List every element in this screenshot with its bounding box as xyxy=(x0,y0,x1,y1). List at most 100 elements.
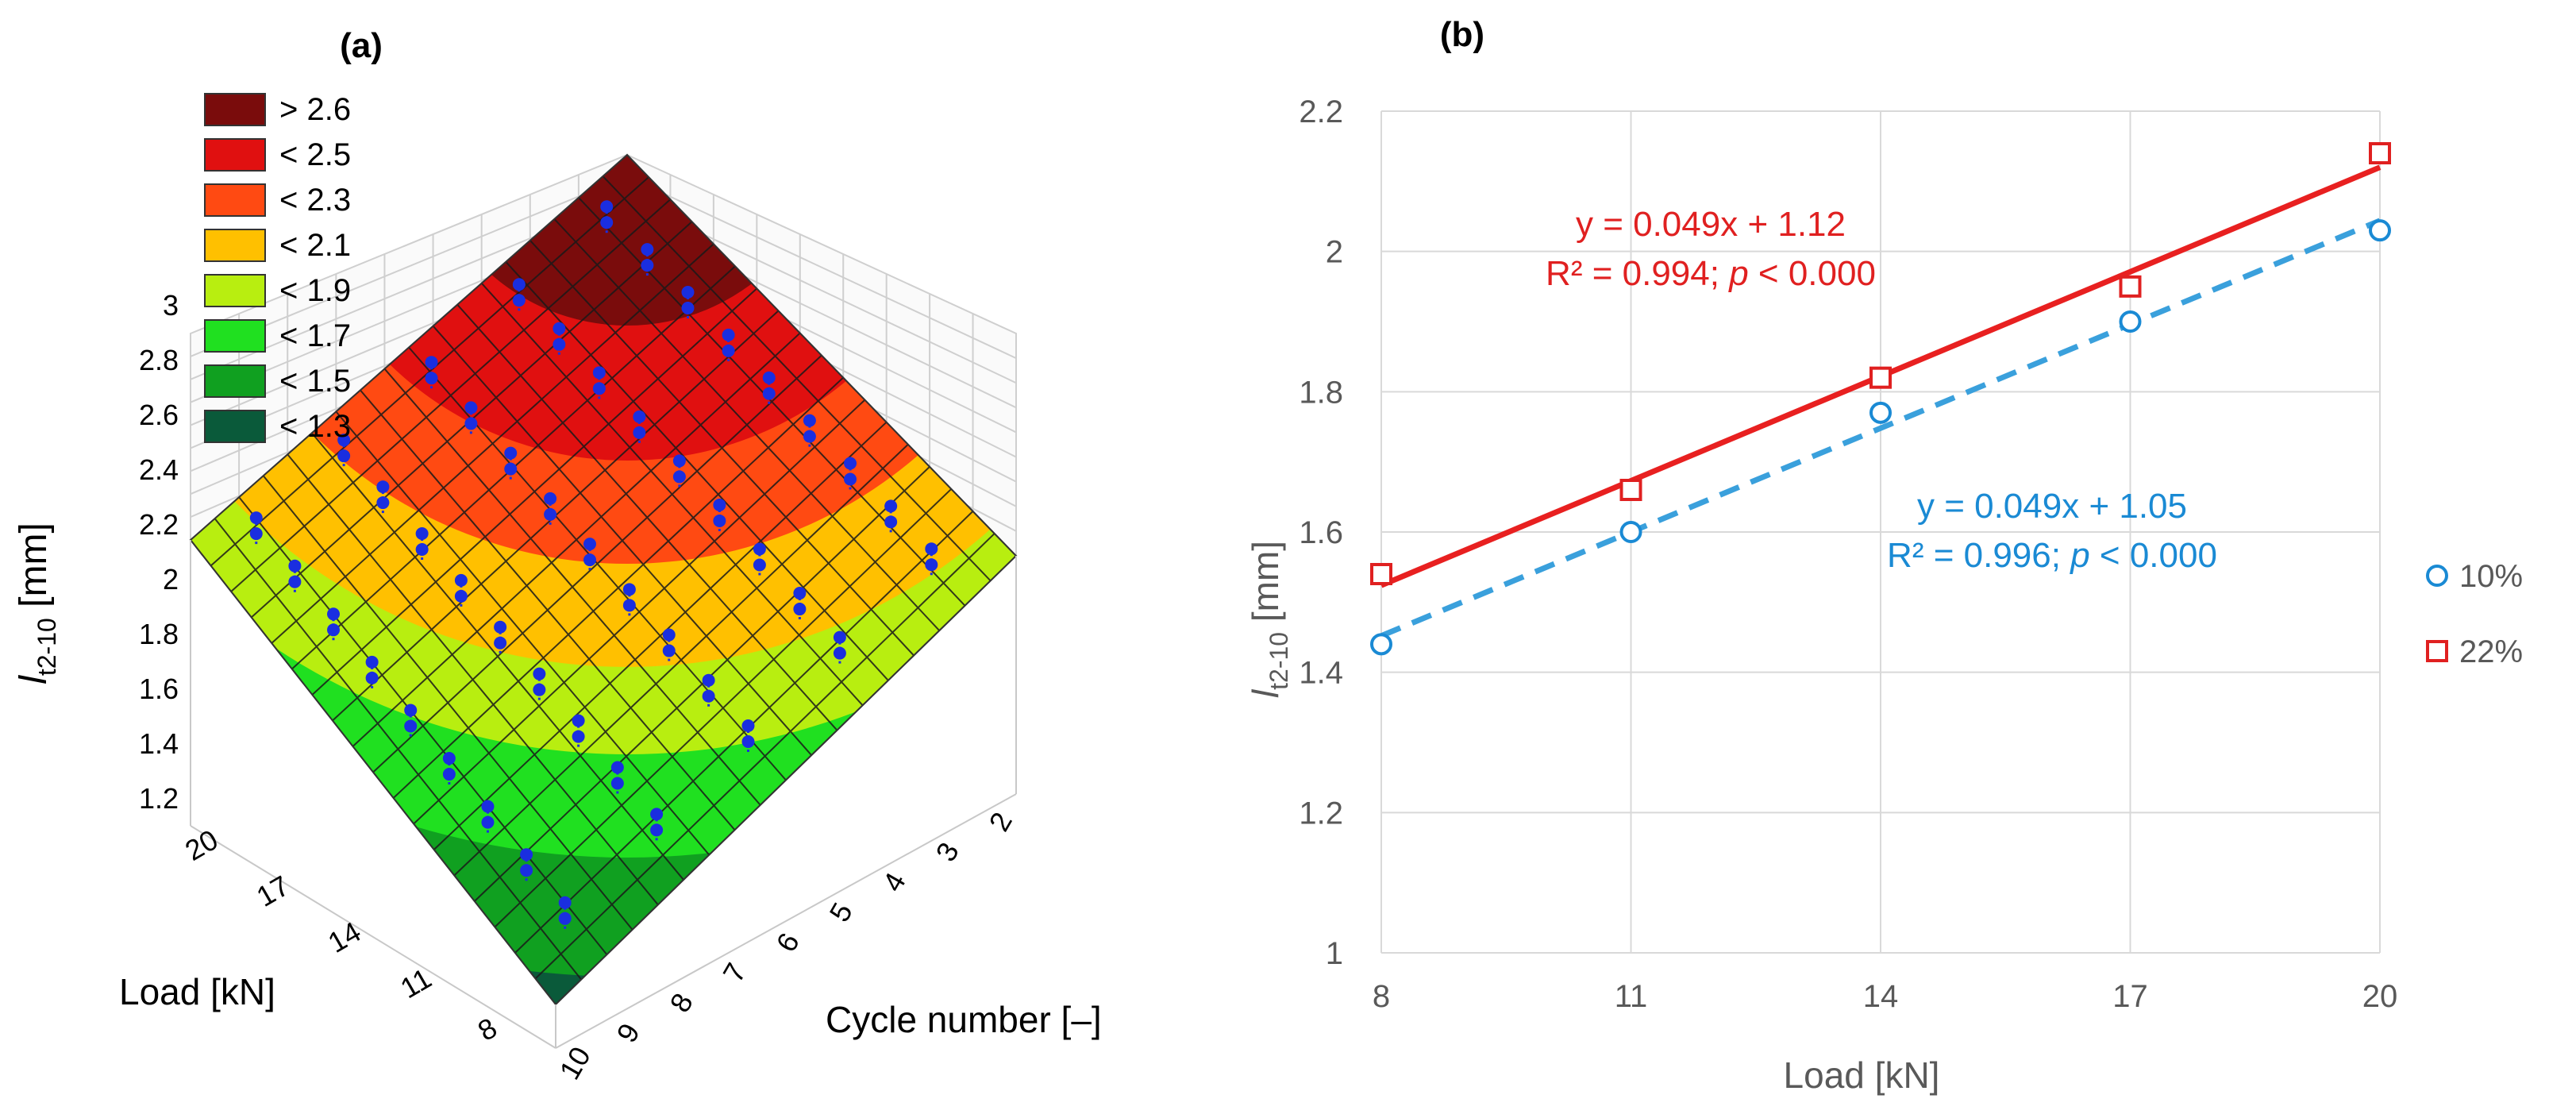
surface-point xyxy=(925,542,938,556)
legend-label: > 2.6 xyxy=(279,92,351,127)
cycle-tick-label: 2 xyxy=(982,807,1018,837)
surface-point xyxy=(662,628,676,642)
surface-point xyxy=(672,470,686,484)
surface-point xyxy=(713,498,726,511)
load-tick-label: 11 xyxy=(395,962,437,1004)
surface-point xyxy=(249,511,263,525)
surface-point xyxy=(741,719,755,732)
surface-point xyxy=(404,704,418,717)
cycle-tick-label: 4 xyxy=(876,867,912,897)
z-tick-label: 1.8 xyxy=(139,618,179,650)
z-tick-label: 2 xyxy=(163,563,179,596)
cycle-tick-label: 8 xyxy=(663,988,699,1018)
surface-point xyxy=(376,496,390,510)
surface-point xyxy=(464,401,478,414)
load-tick-label: 14 xyxy=(322,915,366,959)
surface-point xyxy=(583,553,596,567)
chart-grid xyxy=(1380,110,2381,954)
surface-point xyxy=(722,328,735,341)
y-tick-label: 1.6 xyxy=(1299,515,1343,550)
surface-point xyxy=(681,302,695,315)
surface-point xyxy=(442,752,456,765)
surface-point xyxy=(442,768,456,781)
load-tick-label: 17 xyxy=(251,869,295,913)
equation-22pct: y = 0.049x + 1.12 xyxy=(1576,205,1846,244)
surface-point xyxy=(803,414,816,427)
legend-label: < 1.3 xyxy=(279,409,351,444)
surface-point xyxy=(633,426,646,439)
surface-point xyxy=(681,286,695,299)
z-tick-label: 2.8 xyxy=(139,344,179,376)
surface-point xyxy=(415,542,429,556)
z-tick-label: 2.4 xyxy=(139,453,179,486)
surface-point xyxy=(592,366,606,380)
legend-label: < 1.9 xyxy=(279,273,351,308)
surface-point xyxy=(544,507,557,521)
surface-point xyxy=(803,430,816,443)
z-axis-ticks: 3 2.8 2.6 2.4 2.2 2 1.8 1.6 1.4 1.2 xyxy=(139,289,179,815)
r-squared-22pct: R² = 0.994; p < 0.000 xyxy=(1546,254,1876,293)
surface-point xyxy=(572,730,585,743)
legend-label: 10% xyxy=(2459,559,2523,594)
cycle-tick-label: 3 xyxy=(929,837,965,867)
load-axis-label: Load [kN] xyxy=(119,971,275,1012)
legend-label: < 2.1 xyxy=(279,228,351,263)
point-22pct xyxy=(1619,479,1642,501)
x-tick-label: 20 xyxy=(2362,979,2398,1014)
surface-point xyxy=(641,243,654,256)
surface-point xyxy=(376,480,390,494)
load-tick-label: 20 xyxy=(179,823,223,867)
surface-point xyxy=(533,683,546,696)
legend-swatch xyxy=(204,319,266,353)
surface-point xyxy=(925,558,938,572)
x-tick-label: 14 xyxy=(1863,979,1899,1014)
y-tick-label: 2 xyxy=(1326,235,1343,270)
surface-point xyxy=(793,603,807,616)
x-tick-label: 17 xyxy=(2112,979,2148,1014)
surface-point xyxy=(884,499,898,513)
legend-swatch xyxy=(204,229,266,262)
point-22pct xyxy=(2369,142,2391,164)
surface-point xyxy=(337,434,351,447)
surface-point xyxy=(844,457,857,470)
surface-point xyxy=(553,322,566,335)
surface-point xyxy=(494,636,507,650)
surface-point xyxy=(520,848,533,862)
surface-data-points xyxy=(249,200,938,930)
surface-point xyxy=(650,808,664,821)
surface-point xyxy=(641,259,654,272)
cycle-tick-label: 6 xyxy=(769,927,806,958)
legend-label: < 2.3 xyxy=(279,183,351,218)
point-10pct xyxy=(2119,310,2142,333)
x-axis-label: Load [kN] xyxy=(1784,1054,1940,1096)
surface-point xyxy=(722,344,735,357)
surface-point xyxy=(288,575,302,588)
x-axis-ticks: 8 11 14 17 20 xyxy=(1373,979,2397,1014)
legend-marker xyxy=(2426,640,2448,662)
legend-label: < 1.7 xyxy=(279,318,351,353)
panel-a: (a) > 2.6 < 2.5 < 2.3 < 2.1 < 1.9 < 1.7 < 1.5 <… xyxy=(13,26,1102,1085)
legend-marker xyxy=(2426,565,2448,587)
surface-point xyxy=(600,200,614,214)
point-22pct xyxy=(1370,563,1392,585)
z-tick-label: 2.6 xyxy=(139,399,179,431)
panel-b-label: (b) xyxy=(1440,15,1484,54)
surface-point xyxy=(713,514,726,527)
surface-point xyxy=(592,382,606,395)
legend-swatch xyxy=(204,410,266,443)
color-legend: > 2.6 < 2.5 < 2.3 < 2.1 < 1.9 < 1.7 < 1.5 < 1.3 xyxy=(204,92,351,444)
series-legend: 10% 22% xyxy=(2426,559,2523,669)
y-tick-label: 1.4 xyxy=(1299,656,1343,691)
cycle-axis-label: Cycle number [–] xyxy=(826,999,1102,1040)
regression-equations: y = 0.049x + 1.05 R² = 0.996; p < 0.000 y … xyxy=(1546,205,2217,575)
surface-point xyxy=(365,655,379,669)
y-tick-label: 1 xyxy=(1326,936,1343,971)
y-tick-label: 1.8 xyxy=(1299,375,1343,410)
surface-point xyxy=(337,449,351,463)
legend-label: < 2.5 xyxy=(279,137,351,172)
legend-label: < 1.5 xyxy=(279,364,351,399)
z-tick-label: 1.6 xyxy=(139,673,179,705)
surface-point xyxy=(520,864,533,877)
point-22pct xyxy=(1869,366,1892,389)
